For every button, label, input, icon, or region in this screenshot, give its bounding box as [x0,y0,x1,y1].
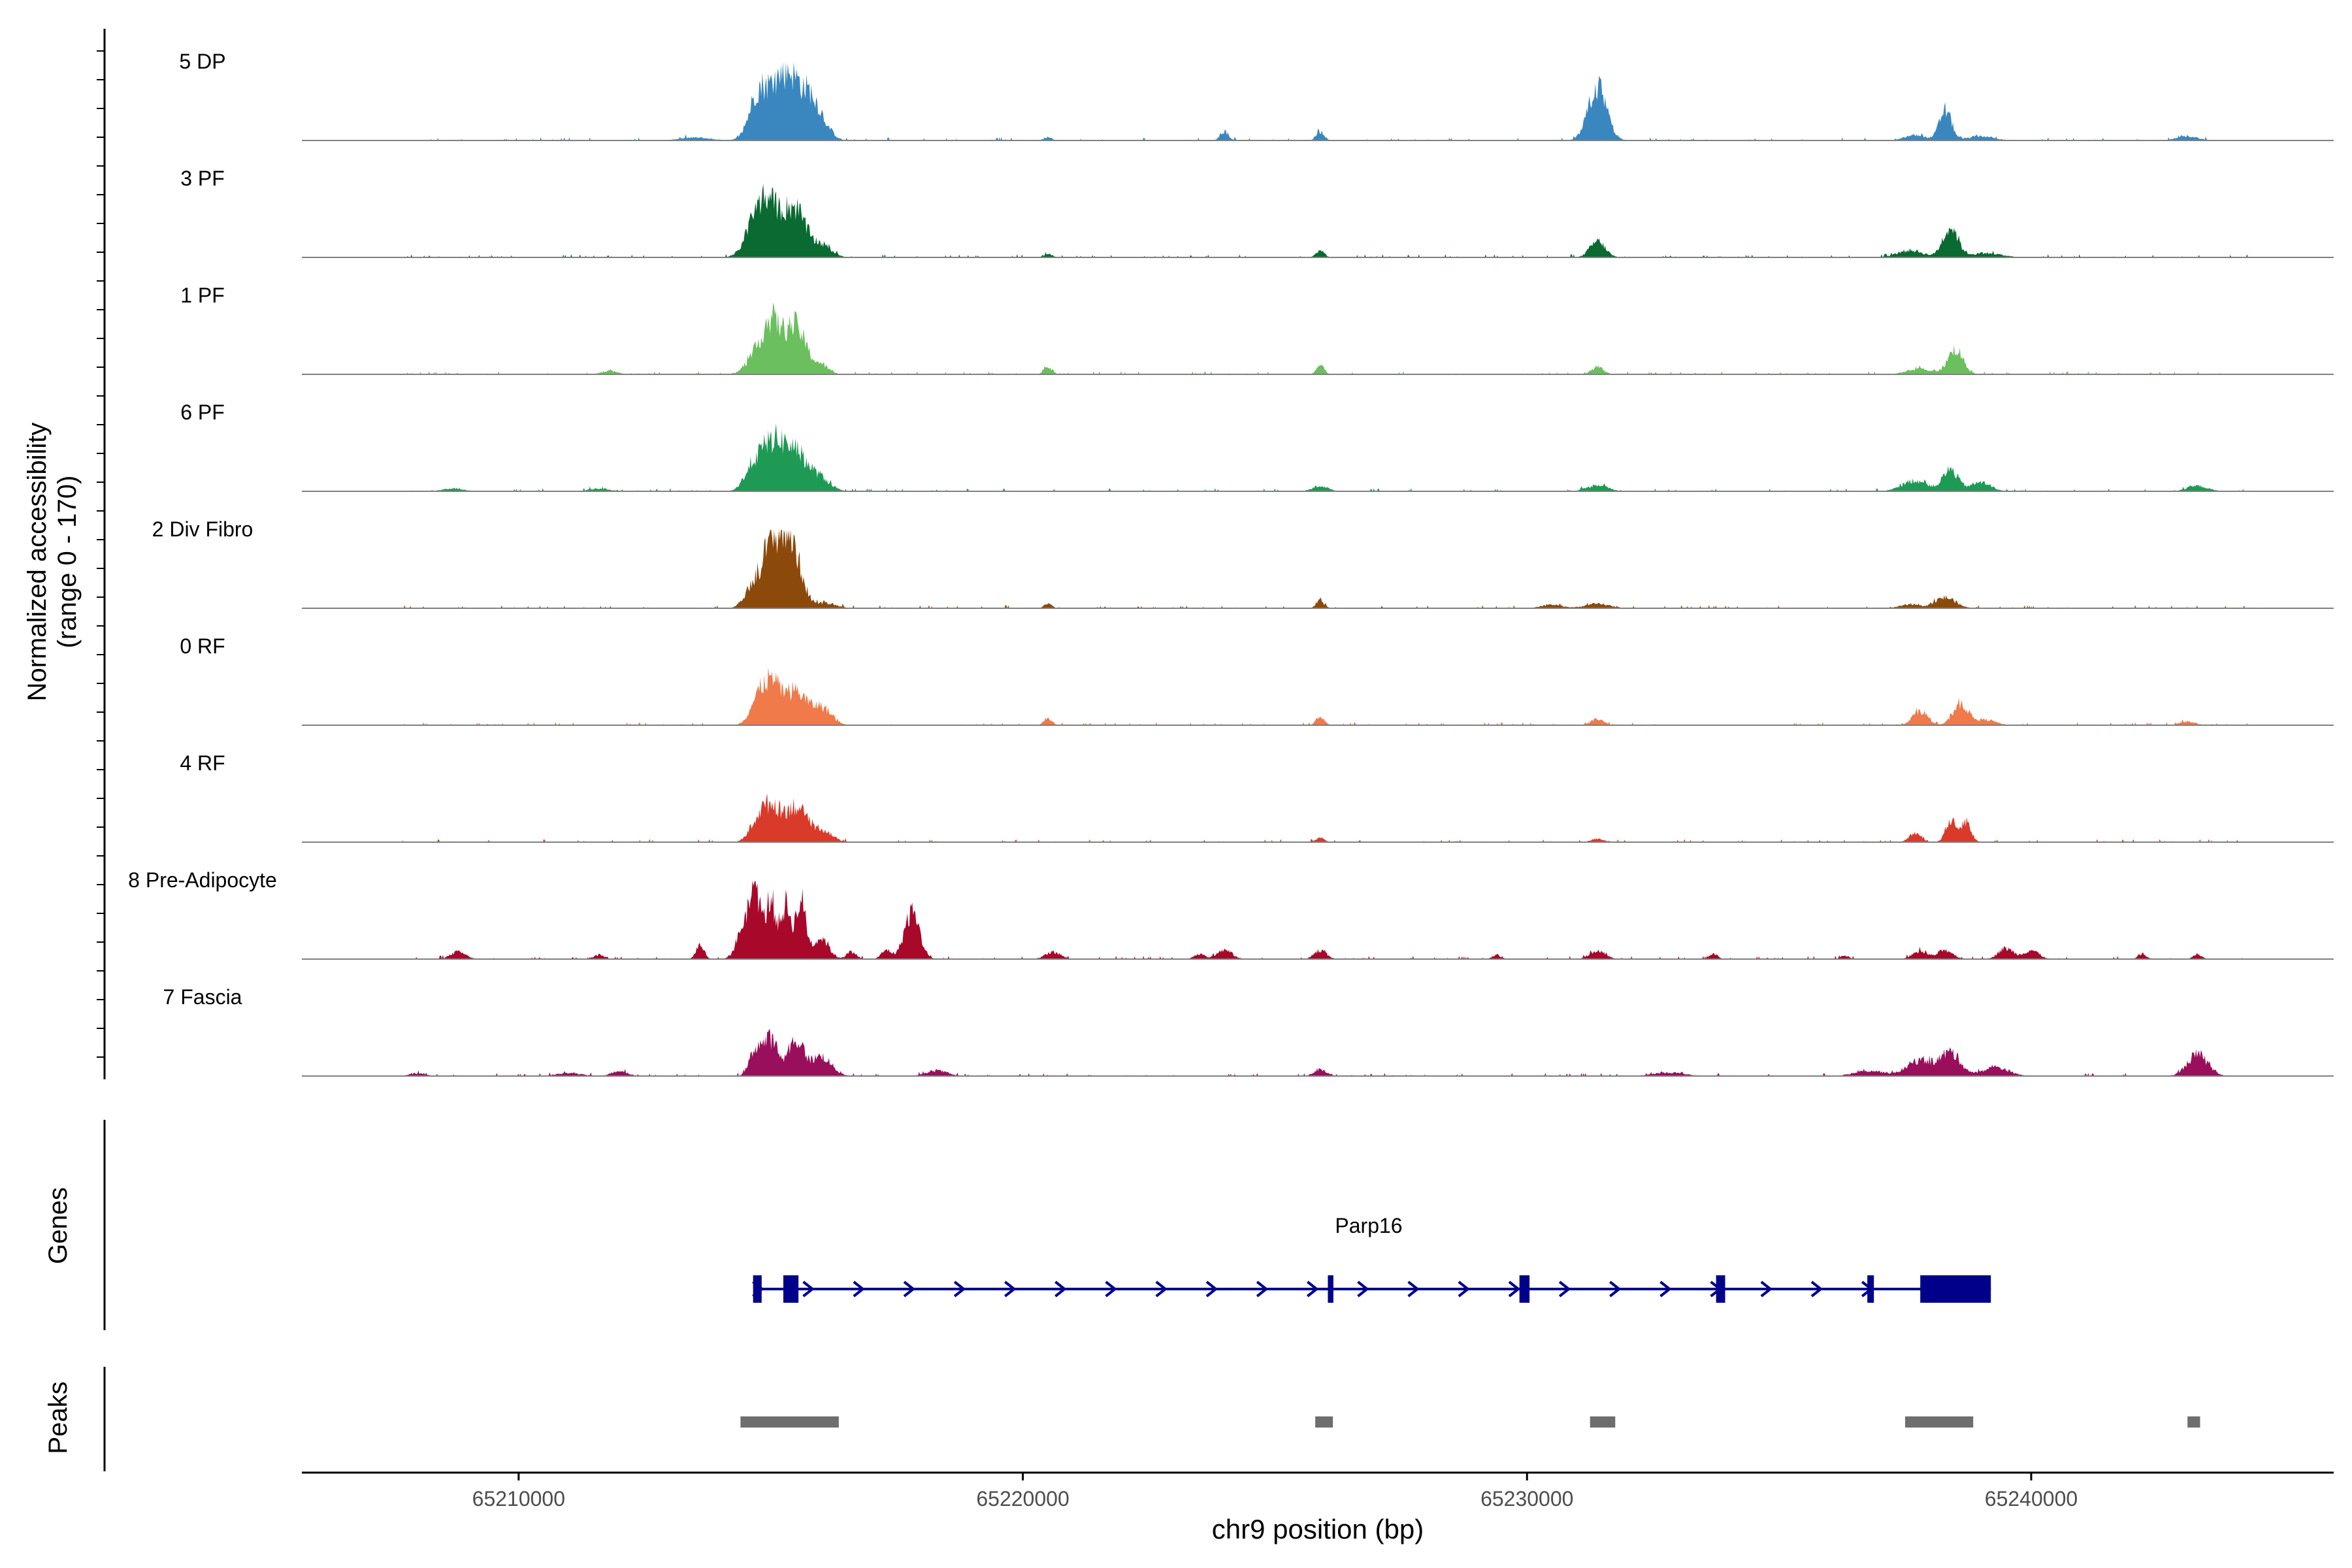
coverage-area [402,1028,2248,1076]
gene-strand-arrow [1004,1281,1017,1298]
gene-strand-arrow [1105,1281,1117,1298]
track-6-pf: 6 PF [180,400,2334,492]
gene-strand-arrow [953,1281,966,1298]
gene-strand-arrow [1155,1281,1168,1298]
gene-strand-arrow [1558,1281,1571,1298]
gene-strand-arrow [1458,1281,1471,1298]
gene-model [752,1275,1991,1303]
track-4-rf: 4 RF [180,751,2334,843]
y-axis-title-line2: (range 0 - 170) [53,476,82,649]
peaks-panel-label: Peaks [44,1381,73,1454]
x-axis-ticks: 65210000 65220000 65230000 65240000 [472,1473,2078,1511]
track-label: 7 Fascia [163,985,242,1009]
coverage-area [402,881,2248,959]
gene-strand-arrow [903,1281,916,1298]
track-0-rf: 0 RF [180,634,2334,726]
gene-exon [753,1275,762,1303]
gene-strand-arrow [1508,1281,1521,1298]
peak-regions [740,1416,2200,1428]
coverage-area [402,62,2248,140]
track-1-pf: 1 PF [180,284,2334,375]
gene-strand-arrow [853,1281,865,1298]
track-label: 8 Pre-Adipocyte [128,868,277,892]
gene-strand-arrow [1810,1281,1823,1298]
gene-strand-arrow [1760,1281,1773,1298]
gene-exon [1867,1275,1874,1303]
coverage-area [402,667,2248,725]
track-label: 4 RF [180,751,225,775]
peak-region [1315,1416,1333,1428]
coverage-area [402,184,2248,257]
gene-exon [1328,1275,1333,1303]
track-2-div-fibro: 2 Div Fibro [152,517,2334,609]
x-tick-label: 65220000 [976,1487,1069,1511]
y-axis-title: Normalized accessibility (range 0 - 170) [23,423,82,702]
gene-strand-arrow [1205,1281,1218,1298]
peak-region [1905,1416,1974,1428]
track-label: 6 PF [180,400,225,424]
track-label: 2 Div Fibro [152,517,253,541]
coverage-area [402,302,2248,374]
x-tick-label: 65240000 [1985,1487,2078,1511]
peak-region [740,1416,839,1428]
gene-exon [1716,1275,1725,1303]
x-tick-label: 65210000 [472,1487,565,1511]
peak-region [2187,1416,2200,1428]
gene-strand-arrow [1256,1281,1269,1298]
gene-strand-arrow [1659,1281,1672,1298]
genes-panel: Genes Parp16 [44,1120,1991,1330]
gene-strand-arrow [802,1281,815,1298]
coverage-y-ticks [97,50,105,1058]
gene-strand-arrow [1307,1281,1319,1298]
gene-strand-arrow [1357,1281,1369,1298]
x-tick-label: 65230000 [1480,1487,1573,1511]
track-label: 0 RF [180,634,225,658]
x-axis-title: chr9 position (bp) [1212,1514,1424,1544]
track-label: 1 PF [180,284,225,307]
gene-label: Parp16 [1335,1214,1402,1237]
gene-exon [1920,1275,1991,1303]
peak-region [1590,1416,1616,1428]
peaks-panel: Peaks [44,1367,2200,1471]
coverage-area [402,530,2248,608]
gene-strand-arrow [1609,1281,1622,1298]
gene-exon [783,1275,799,1303]
track-8-pre-adipocyte: 8 Pre-Adipocyte [128,868,2334,960]
coverage-area [402,793,2248,842]
gene-strand-arrow [1407,1281,1420,1298]
track-label: 3 PF [180,167,225,190]
y-axis-title-line1: Normalized accessibility [23,423,52,702]
gene-strand-arrow [1054,1281,1067,1298]
track-label: 5 DP [179,50,225,73]
coverage-area [402,423,2248,491]
genes-panel-label: Genes [44,1187,73,1264]
track-3-pf: 3 PF [180,167,2334,258]
track-7-fascia: 7 Fascia [163,985,2334,1077]
coverage-tracks: 5 DP 3 PF 1 PF 6 PF 2 Div Fibro 0 RF 4 RF 8 Pre… [128,50,2334,1077]
gene-exon [1519,1275,1530,1303]
track-5-dp: 5 DP [179,50,2334,141]
